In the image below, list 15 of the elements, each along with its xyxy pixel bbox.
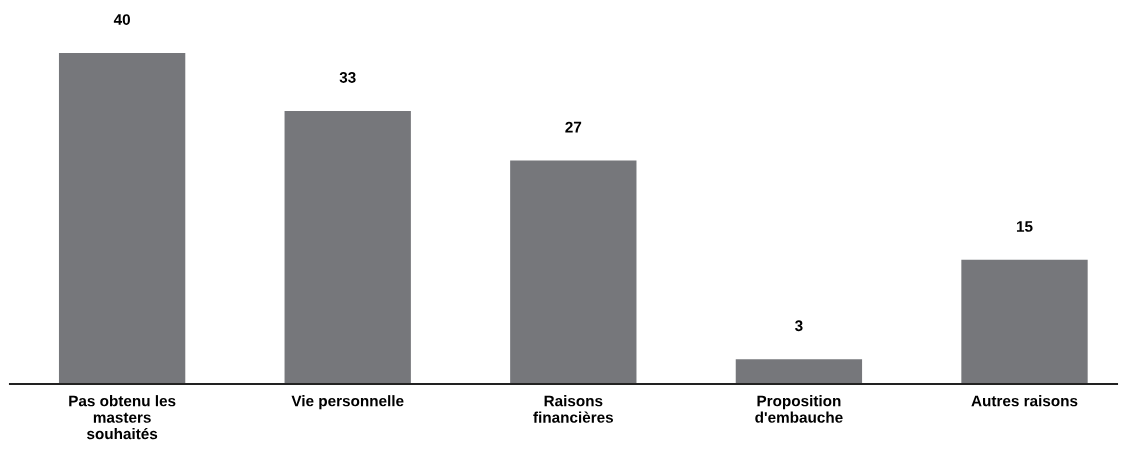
bar (58, 52, 186, 384)
bar (510, 160, 637, 384)
x-tick-label: Proposition d'embauche (755, 395, 843, 423)
data-label: 33 (339, 72, 356, 83)
x-tick-label: Raisons financières (533, 395, 614, 423)
x-tick-label: Pas obtenu les masters souhaités (69, 395, 176, 440)
data-label: 27 (565, 121, 582, 133)
bar (284, 110, 411, 384)
data-label: 40 (113, 14, 130, 25)
bar (961, 259, 1088, 384)
data-label: 15 (1016, 221, 1033, 232)
data-label: 3 (795, 320, 803, 332)
x-tick-label: Autres raisons (971, 395, 1078, 407)
x-tick-label: Vie personnelle (291, 395, 404, 410)
bar (735, 359, 863, 384)
